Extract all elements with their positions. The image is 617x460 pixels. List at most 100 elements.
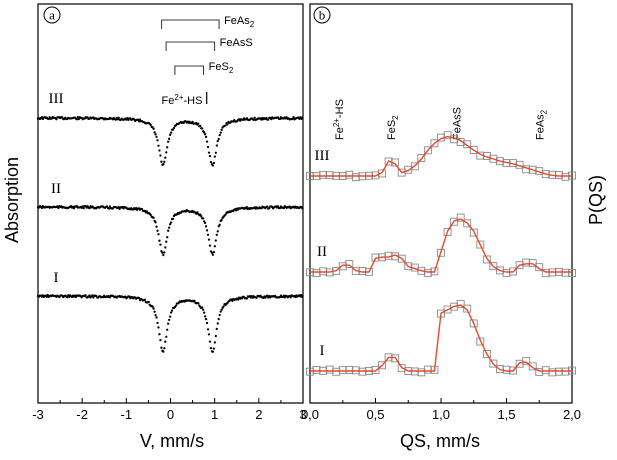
spectrum-III-point bbox=[153, 131, 156, 134]
distribution-I-square bbox=[423, 365, 432, 374]
distribution-II-square bbox=[450, 217, 459, 226]
spectrum-I-point bbox=[213, 341, 216, 344]
spectrum-III-point bbox=[162, 163, 165, 166]
distribution-I-square bbox=[482, 350, 491, 358]
spectrum-I-point bbox=[207, 333, 211, 336]
spectrum-I-point bbox=[209, 347, 213, 350]
bracket-FeAsS bbox=[165, 41, 216, 51]
spectrum-I-point bbox=[165, 335, 168, 338]
spectrum-III-point bbox=[209, 160, 213, 164]
spectrum-III-point bbox=[155, 135, 158, 139]
spectrum-II-point bbox=[282, 207, 285, 210]
distribution-I-square bbox=[496, 365, 504, 374]
spectrum-III-point bbox=[169, 133, 172, 136]
spectrum-III-point bbox=[226, 123, 229, 126]
spectrum-I-point bbox=[84, 294, 87, 297]
distribution-III-square bbox=[469, 146, 478, 154]
spectrum-III-point bbox=[292, 116, 295, 119]
panel-a-x-axis: -3 -2 -1 0 1 2 3 bbox=[32, 398, 307, 422]
distribution-II-square bbox=[568, 269, 576, 277]
spectrum-II-point bbox=[215, 233, 218, 236]
spectrum-III-point bbox=[168, 137, 171, 140]
spectrum-III-point bbox=[214, 151, 217, 154]
spectrum-II-point bbox=[245, 206, 249, 209]
spectrum-III-point bbox=[215, 144, 218, 147]
spectrum-I-point bbox=[201, 306, 204, 309]
distribution-II-square bbox=[312, 269, 321, 278]
panel-b-x-tick-label: 1,0 bbox=[432, 407, 450, 422]
distribution-III-square bbox=[528, 165, 537, 174]
distribution-II-fit-line bbox=[310, 218, 572, 273]
distribution-II-square bbox=[489, 262, 498, 271]
spectrum-I-point bbox=[169, 311, 173, 314]
spectrum-II-point bbox=[235, 209, 238, 212]
spectrum-I-point bbox=[147, 300, 150, 304]
spectrum-III-point bbox=[165, 151, 168, 154]
spectrum-I-point bbox=[204, 317, 208, 321]
panel-b-x-tick-label: 0,0 bbox=[301, 407, 319, 422]
spectrum-I-point bbox=[245, 297, 249, 300]
distribution-I-square bbox=[332, 367, 341, 376]
spectrum-III-point bbox=[301, 116, 304, 119]
spectrum-II-point bbox=[301, 207, 304, 210]
distribution-I-square bbox=[535, 367, 544, 376]
spectrum-III-point bbox=[61, 116, 64, 119]
spectrum-III-point bbox=[211, 164, 215, 167]
spectrum-I-point bbox=[159, 338, 162, 342]
spectrum-III-point bbox=[138, 118, 142, 121]
spectrum-III-point bbox=[159, 154, 162, 157]
distribution-III-square bbox=[345, 170, 354, 179]
spectrum-III-point bbox=[76, 116, 79, 119]
distribution-III bbox=[306, 131, 576, 182]
distribution-II-square bbox=[397, 254, 406, 263]
panel-b-x-tick-label: 1,5 bbox=[497, 407, 515, 422]
spectrum-I-point bbox=[88, 294, 91, 297]
panel-b-x-tick-label: 2,0 bbox=[563, 407, 581, 422]
spectrum-II-point bbox=[210, 251, 214, 254]
spectrum-III-point bbox=[40, 116, 44, 119]
phase-label-Fe: Fe2+-HS bbox=[332, 99, 346, 140]
distribution-I-square bbox=[522, 357, 531, 366]
spectrum-II-point bbox=[108, 205, 112, 208]
spectrum-II-point bbox=[40, 206, 44, 210]
distribution-III-square bbox=[554, 171, 563, 179]
spectrum-I-point bbox=[174, 304, 178, 307]
distribution-III-square bbox=[463, 140, 472, 149]
spectrum-II-point bbox=[117, 205, 120, 209]
spectrum-III-point bbox=[164, 156, 167, 159]
spectrum-I-point bbox=[217, 317, 220, 321]
spectrum-label-II: II bbox=[51, 181, 61, 197]
spectrum-I-point bbox=[266, 294, 269, 297]
distribution-II-square bbox=[437, 248, 445, 257]
distribution-I-square bbox=[345, 366, 354, 374]
spectrum-III-point bbox=[163, 160, 166, 163]
spectrum-II-point bbox=[154, 221, 157, 224]
spectrum-III-point bbox=[77, 117, 80, 121]
panel-b-x-label: QS, mm/s bbox=[400, 431, 480, 451]
spectrum-III-point bbox=[267, 118, 270, 121]
spectrum-III-point bbox=[218, 133, 221, 137]
spectrum-I-point bbox=[197, 302, 200, 305]
spectrum-I-point bbox=[237, 298, 240, 301]
spectrum-III-point bbox=[253, 116, 256, 119]
spectrum-III-point bbox=[75, 118, 79, 121]
bracket-label-FeAs: FeAs2 bbox=[224, 15, 255, 29]
spectrum-I-point bbox=[255, 296, 258, 299]
distribution-II-square bbox=[535, 263, 544, 272]
spectrum-II-point bbox=[196, 211, 199, 214]
spectrum-I-point bbox=[205, 321, 209, 325]
spectrum-II-point bbox=[155, 225, 158, 228]
spectrum-II-point bbox=[57, 206, 60, 210]
spectrum-III-point bbox=[47, 117, 50, 121]
spectrum-III-point bbox=[149, 123, 152, 127]
spectrum-I-point bbox=[46, 293, 49, 297]
spectrum-I-point bbox=[153, 310, 156, 313]
distribution-I-square bbox=[338, 366, 347, 375]
spectrum-I-point bbox=[203, 315, 207, 318]
spectrum-II-point bbox=[216, 230, 219, 233]
spectrum-I-point bbox=[202, 308, 205, 311]
spectrum-I-point bbox=[168, 318, 171, 322]
